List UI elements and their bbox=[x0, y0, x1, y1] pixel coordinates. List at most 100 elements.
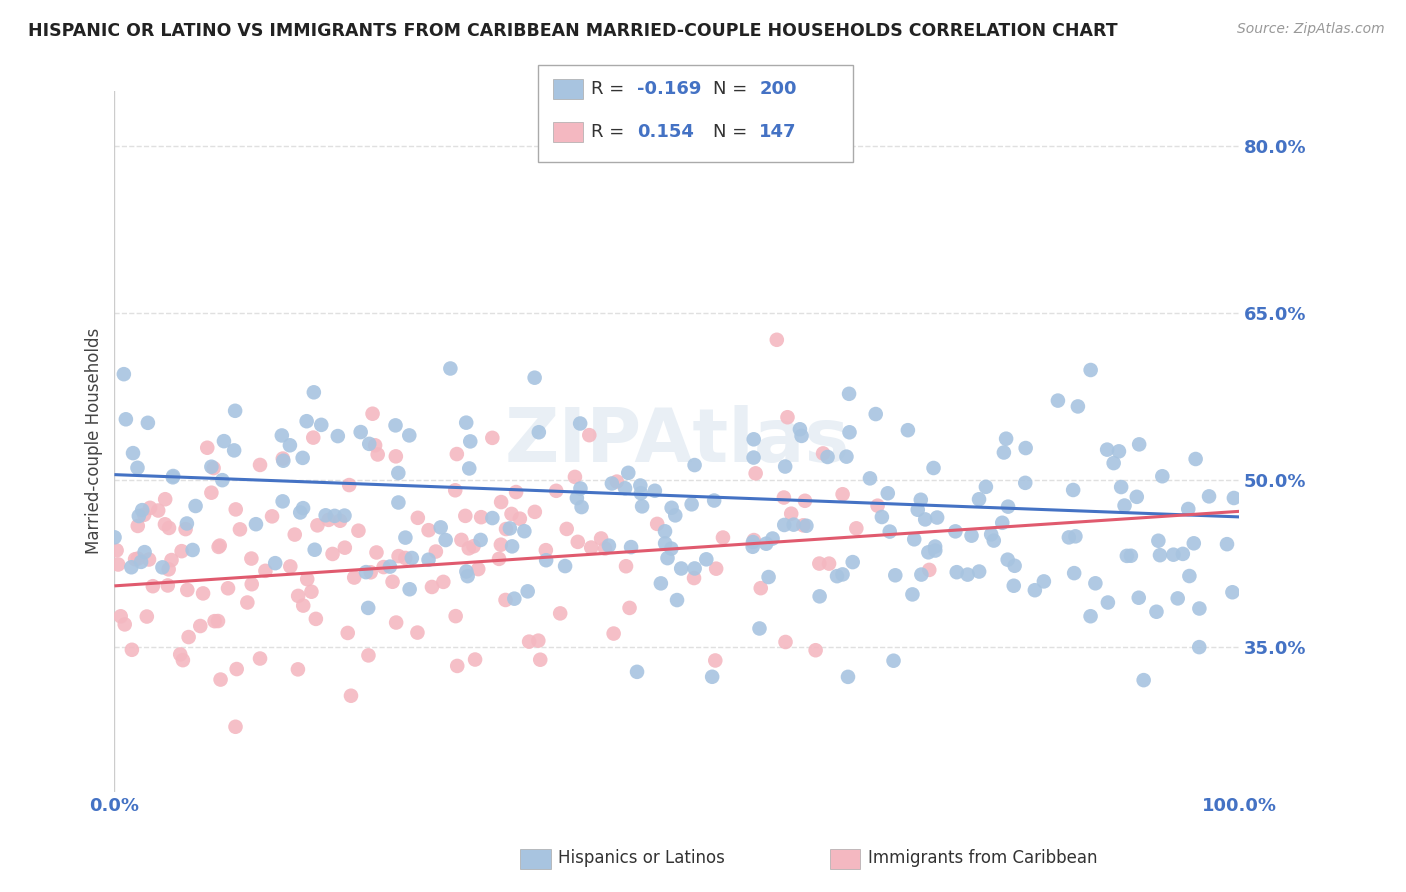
Point bbox=[305, 612, 328, 626]
Point bbox=[910, 492, 932, 507]
Point bbox=[657, 551, 679, 566]
Point bbox=[702, 670, 724, 684]
Point bbox=[914, 512, 936, 526]
Point bbox=[866, 499, 889, 513]
Point bbox=[555, 522, 578, 536]
Point bbox=[1064, 529, 1087, 543]
Point bbox=[1014, 475, 1036, 490]
Point bbox=[879, 524, 901, 539]
Point bbox=[1080, 609, 1102, 624]
Point bbox=[945, 524, 967, 539]
Point bbox=[602, 626, 624, 640]
Point bbox=[271, 451, 294, 466]
Point bbox=[1084, 576, 1107, 591]
Point bbox=[1222, 585, 1244, 599]
Point bbox=[884, 568, 907, 582]
Point bbox=[418, 523, 440, 537]
Point bbox=[134, 508, 156, 522]
Point bbox=[134, 545, 156, 559]
Point bbox=[897, 423, 920, 437]
Point bbox=[432, 574, 454, 589]
Point bbox=[1163, 548, 1185, 562]
Point bbox=[153, 492, 176, 507]
Point bbox=[195, 441, 218, 455]
Point bbox=[1119, 549, 1142, 563]
Point bbox=[534, 543, 557, 558]
Point bbox=[406, 511, 429, 525]
Point bbox=[188, 619, 211, 633]
Point bbox=[208, 539, 231, 553]
Point bbox=[450, 533, 472, 547]
Point bbox=[297, 572, 319, 586]
Point bbox=[883, 654, 905, 668]
Point bbox=[1184, 452, 1206, 467]
Point bbox=[1062, 483, 1084, 497]
Point bbox=[444, 483, 467, 498]
Point bbox=[631, 500, 654, 514]
Point bbox=[761, 532, 783, 546]
Point bbox=[304, 542, 326, 557]
Point bbox=[225, 502, 247, 516]
Point bbox=[121, 642, 143, 657]
Point bbox=[160, 553, 183, 567]
Point bbox=[630, 486, 652, 500]
Point bbox=[162, 470, 184, 484]
Point bbox=[614, 559, 637, 574]
Point bbox=[1223, 491, 1246, 505]
Point bbox=[337, 478, 360, 492]
Point bbox=[876, 486, 898, 500]
Point bbox=[333, 541, 356, 555]
Point bbox=[385, 450, 408, 464]
Point bbox=[240, 577, 263, 591]
Point bbox=[129, 555, 152, 569]
Point bbox=[135, 609, 157, 624]
Point bbox=[664, 508, 686, 523]
Point bbox=[169, 648, 191, 662]
Point bbox=[703, 493, 725, 508]
Point bbox=[617, 466, 640, 480]
Point bbox=[548, 607, 571, 621]
Point bbox=[127, 519, 149, 533]
Point bbox=[501, 540, 523, 554]
Point bbox=[683, 458, 706, 472]
Point bbox=[174, 522, 197, 536]
Point bbox=[838, 386, 860, 401]
Point bbox=[593, 541, 616, 556]
Point bbox=[564, 470, 586, 484]
Point bbox=[606, 475, 628, 489]
Point bbox=[1149, 548, 1171, 562]
Point bbox=[1102, 456, 1125, 470]
Point bbox=[789, 422, 811, 436]
Point bbox=[131, 503, 153, 517]
Point bbox=[229, 522, 252, 536]
Point bbox=[463, 539, 485, 553]
Point bbox=[467, 562, 489, 576]
Point bbox=[287, 589, 309, 603]
Point bbox=[974, 480, 997, 494]
Point bbox=[361, 407, 384, 421]
Point bbox=[292, 501, 315, 516]
Point bbox=[571, 500, 593, 514]
Point bbox=[1014, 441, 1036, 455]
Point bbox=[457, 541, 479, 556]
Point bbox=[837, 670, 859, 684]
Point bbox=[773, 518, 796, 533]
Point bbox=[481, 511, 503, 525]
Point bbox=[454, 508, 477, 523]
Point bbox=[236, 595, 259, 609]
Point bbox=[385, 615, 408, 630]
Point bbox=[910, 567, 932, 582]
Point bbox=[741, 540, 763, 554]
Point bbox=[598, 539, 620, 553]
Text: Hispanics or Latinos: Hispanics or Latinos bbox=[558, 849, 725, 867]
Point bbox=[489, 538, 512, 552]
Point bbox=[418, 553, 440, 567]
Point bbox=[1188, 601, 1211, 615]
Point bbox=[870, 510, 893, 524]
Point bbox=[347, 524, 370, 538]
Point bbox=[967, 492, 990, 507]
Point bbox=[264, 556, 287, 570]
Point bbox=[420, 580, 443, 594]
Point bbox=[107, 558, 129, 572]
Point bbox=[614, 481, 637, 495]
